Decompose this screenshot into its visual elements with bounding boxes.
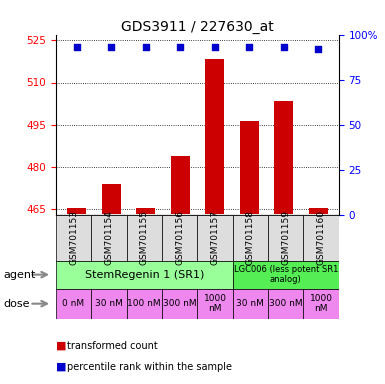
Text: 30 nM: 30 nM (236, 299, 264, 308)
Text: ■: ■ (56, 362, 66, 372)
Point (142, 44, 149, 50)
Text: GSM701156: GSM701156 (175, 210, 184, 265)
Bar (162, 215, 197, 261)
Text: StemRegenin 1 (SR1): StemRegenin 1 (SR1) (85, 270, 204, 280)
Point (177, 44, 183, 50)
Bar (56, 215, 91, 261)
Bar (91, 215, 127, 261)
Text: 100 nM: 100 nM (127, 299, 161, 308)
Bar (268, 215, 303, 261)
Text: GSM701154: GSM701154 (104, 210, 114, 265)
Text: GSM701157: GSM701157 (211, 210, 219, 265)
Point (74, 44, 80, 50)
Bar (197, 289, 233, 319)
Point (211, 44, 218, 50)
Bar (274, 101, 293, 214)
Point (315, 46, 321, 52)
Title: GDS3911 / 227630_at: GDS3911 / 227630_at (121, 20, 274, 33)
Bar (56, 261, 233, 289)
Bar (303, 215, 339, 261)
Text: GSM701160: GSM701160 (316, 210, 326, 265)
Text: LGC006 (less potent SR1
analog): LGC006 (less potent SR1 analog) (234, 265, 338, 285)
Bar (171, 156, 189, 214)
Bar (136, 208, 155, 214)
Bar (91, 289, 127, 319)
Bar (205, 58, 224, 214)
Text: 1000
nM: 1000 nM (204, 294, 226, 313)
Bar (268, 289, 303, 319)
Text: GSM701153: GSM701153 (69, 210, 78, 265)
Text: 300 nM: 300 nM (269, 299, 303, 308)
Bar (197, 215, 233, 261)
Text: GSM701158: GSM701158 (246, 210, 255, 265)
Text: 30 nM: 30 nM (95, 299, 123, 308)
Text: GSM701155: GSM701155 (140, 210, 149, 265)
Bar (56, 289, 91, 319)
Bar (102, 184, 121, 214)
Bar (67, 208, 86, 214)
Bar (127, 289, 162, 319)
Text: 300 nM: 300 nM (163, 299, 196, 308)
Bar (233, 289, 268, 319)
Text: dose: dose (4, 299, 30, 309)
Text: ■: ■ (56, 341, 66, 351)
Bar (162, 289, 197, 319)
Point (108, 44, 114, 50)
Bar (233, 215, 268, 261)
Bar (303, 289, 339, 319)
Text: 1000
nM: 1000 nM (310, 294, 333, 313)
Text: 0 nM: 0 nM (62, 299, 85, 308)
Text: GSM701159: GSM701159 (281, 210, 290, 265)
Bar (233, 261, 339, 289)
Bar (309, 208, 328, 214)
Text: transformed count: transformed count (67, 341, 158, 351)
Bar (239, 121, 259, 214)
Point (281, 44, 287, 50)
Text: percentile rank within the sample: percentile rank within the sample (67, 362, 233, 372)
Point (246, 44, 252, 50)
Bar (127, 215, 162, 261)
Text: agent: agent (4, 270, 36, 280)
